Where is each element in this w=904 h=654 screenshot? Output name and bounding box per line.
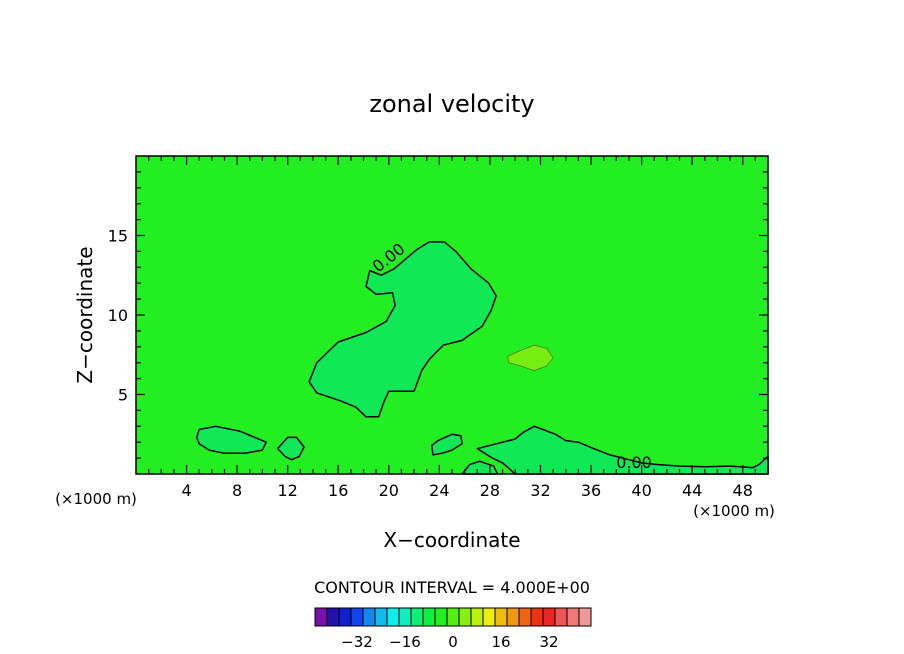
x-tick-label: 36 (581, 481, 601, 500)
x-tick-label: 32 (530, 481, 550, 500)
x-tick-label: 24 (429, 481, 449, 500)
colorbar-swatch (410, 607, 424, 627)
x-tick-label: 4 (181, 481, 191, 500)
colorbar-swatch (566, 607, 580, 627)
colorbar-swatch (578, 607, 592, 627)
colorbar-swatch (422, 607, 436, 627)
contour-region-positive-blob (507, 344, 554, 372)
colorbar-swatch (362, 607, 376, 627)
colorbar-swatch (386, 607, 400, 627)
chart-title: zonal velocity (369, 90, 534, 118)
contour-region-small-cell-a (276, 436, 305, 461)
y-axis-label: Z−coordinate (73, 246, 97, 383)
contour-regions (195, 241, 769, 475)
colorbar-swatch (458, 607, 472, 627)
x-axis-label: X−coordinate (383, 528, 520, 552)
colorbar-swatch (314, 607, 328, 627)
contour-region-low-left-cell (195, 425, 267, 455)
colorbar-swatch (518, 607, 532, 627)
colorbar-tick-label: 16 (491, 633, 510, 651)
colorbar-swatch (350, 607, 364, 627)
y-tick-label: 15 (108, 227, 128, 246)
colorbar-swatch (434, 607, 448, 627)
x-unit-left: (×1000 m) (55, 490, 137, 508)
colorbar-swatch (506, 607, 520, 627)
colorbar-swatch (554, 607, 568, 627)
contour-label-lower: 0.00 (616, 453, 652, 472)
x-tick-label: 20 (379, 481, 399, 500)
y-tick-label: 10 (108, 306, 128, 325)
x-tick-label: 40 (631, 481, 651, 500)
x-tick-label: 28 (480, 481, 500, 500)
colorbar-tick-label: 32 (539, 633, 558, 651)
colorbar (314, 607, 592, 627)
colorbar-swatch (338, 607, 352, 627)
colorbar-swatch (482, 607, 496, 627)
contour-region-small-cell-b (431, 433, 463, 456)
colorbar-tick-labels: −32 −16 0 16 32 (341, 633, 558, 651)
axis-ticks (136, 156, 768, 474)
x-tick-label: 16 (328, 481, 348, 500)
colorbar-tick-label: −16 (389, 633, 421, 651)
colorbar-tick-label: −32 (341, 633, 373, 651)
colorbar-swatch (374, 607, 388, 627)
contour-region-upper-cell (308, 241, 497, 418)
x-tick-label: 44 (682, 481, 702, 500)
colorbar-swatch (530, 607, 544, 627)
colorbar-swatch (398, 607, 412, 627)
colorbar-swatch (470, 607, 484, 627)
x-unit-right: (×1000 m) (693, 502, 775, 520)
x-tick-label: 48 (733, 481, 753, 500)
y-tick-label: 5 (118, 386, 128, 405)
contour-interval-text: CONTOUR INTERVAL = 4.000E+00 (314, 578, 590, 597)
colorbar-swatch (494, 607, 508, 627)
y-tick-labels: 5 10 15 (108, 227, 128, 405)
x-tick-labels: 4 8 12 16 20 24 28 32 36 40 44 48 (181, 481, 752, 500)
colorbar-tick-label: 0 (448, 633, 458, 651)
colorbar-swatch (446, 607, 460, 627)
colorbar-swatch (542, 607, 556, 627)
colorbar-swatch (326, 607, 340, 627)
x-tick-label: 12 (278, 481, 298, 500)
x-tick-label: 8 (232, 481, 242, 500)
